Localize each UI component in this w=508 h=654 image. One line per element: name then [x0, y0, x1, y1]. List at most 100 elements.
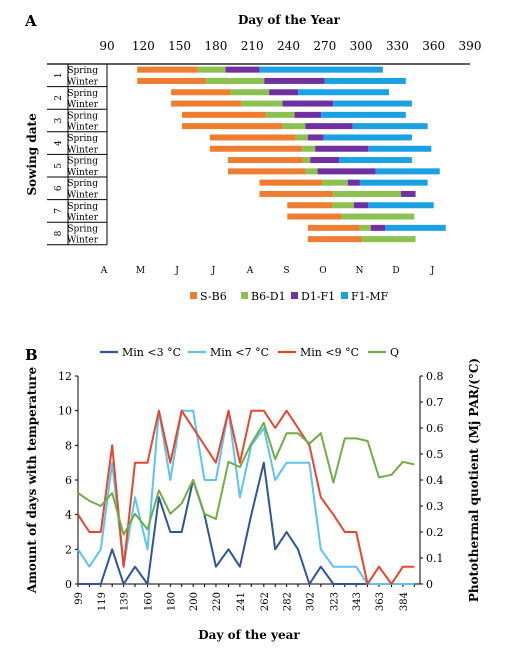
gantt-bar-b6-d1 — [332, 202, 354, 209]
gantt-x-tick-label: 90 — [99, 39, 114, 53]
gantt-bar-s-b6 — [171, 89, 231, 96]
line-chart: 0 2 4 6 8 10 12 0 0.1 0.2 0.3 0.4 0.5 0.6 0.7 0.8 99 119 1… — [25, 358, 481, 642]
x-tick-label: 160 — [144, 592, 155, 611]
gantt-bar-s-b6 — [182, 123, 283, 130]
gantt-month-label: S — [283, 266, 289, 276]
gantt-bar-b6-d1 — [265, 111, 295, 118]
gantt-bar-b6-d1 — [230, 89, 270, 96]
x-tick-label: 302 — [305, 592, 316, 611]
gantt-row-label: Spring — [67, 89, 98, 99]
gantt-month-label: D — [392, 266, 399, 276]
x-tick-label: 220 — [212, 592, 223, 611]
y2-tick-label: 0 — [426, 578, 433, 591]
gantt-month-label: J — [211, 266, 216, 276]
line-legend: Min <3 °C Min <7 °C Min <9 °C Q — [100, 346, 399, 359]
x-axis-title: Day of the year — [198, 628, 300, 642]
gantt-group-label: 8 — [54, 230, 64, 236]
gantt-row-label: Winter — [67, 190, 99, 200]
gantt-bar-b6-d1 — [241, 100, 283, 107]
gantt-bar-s-b6 — [307, 236, 363, 243]
gantt-bar-f1-mf — [333, 100, 412, 107]
gantt-bar-b6-d1 — [295, 134, 308, 141]
x-tick-label: 343 — [352, 592, 363, 611]
gantt-group-label: 7 — [54, 208, 64, 214]
y2-tick-label: 0.5 — [426, 448, 444, 461]
legend-label: F1-MF — [351, 290, 389, 303]
gantt-bar-f1-mf — [352, 123, 428, 130]
gantt-bar-s-b6 — [137, 66, 198, 73]
legend-label: Min <7 °C — [210, 346, 269, 359]
x-tick-label: 99 — [74, 592, 85, 605]
legend-label: S-B6 — [200, 290, 227, 303]
gantt-row-label: Winter — [67, 100, 99, 110]
legend-label: B6-D1 — [251, 290, 286, 303]
gantt-bar-s-b6 — [259, 190, 334, 197]
gantt-bar-d1-f1 — [370, 224, 386, 231]
legend-swatch-b6-d1 — [241, 292, 248, 299]
gantt-bar-b6-d1 — [303, 157, 311, 164]
gantt-bar-f1-mf — [298, 89, 389, 96]
gantt-bar-d1-f1 — [401, 190, 416, 197]
gantt-group-label: 5 — [54, 163, 64, 169]
y-tick-label: 10 — [58, 405, 72, 418]
gantt-bar-b6-d1 — [282, 123, 306, 130]
gantt-bar-b6-d1 — [301, 145, 316, 152]
gantt-bar-d1-f1 — [307, 134, 324, 141]
x-tick-label: 180 — [166, 592, 177, 611]
gantt-row-label: Winter — [67, 145, 99, 155]
gantt-bar-f1-mf — [339, 157, 412, 164]
y2-tick-label: 0.8 — [426, 370, 444, 383]
gantt-group-label: 4 — [54, 140, 64, 146]
gantt-bar-b6-d1 — [333, 190, 402, 197]
gantt-x-tick-label: 270 — [313, 39, 336, 53]
gantt-month-label: O — [319, 266, 326, 276]
gantt-bar-b6-d1 — [206, 77, 265, 84]
gantt-bar-b6-d1 — [359, 224, 371, 231]
gantt-bar-b6-d1 — [362, 236, 416, 243]
gantt-row-label: Spring — [67, 224, 98, 234]
gantt-y-axis-title: Sowing date — [25, 113, 39, 196]
gantt-bar-d1-f1 — [282, 100, 334, 107]
x-tick-label: 323 — [329, 592, 340, 611]
gantt-row-label: Spring — [67, 134, 98, 144]
gantt-bar-s-b6 — [287, 213, 342, 220]
gantt-x-tick-label: 240 — [277, 39, 300, 53]
x-tick-label: 139 — [120, 592, 131, 611]
gantt-x-tick-label: 180 — [204, 39, 227, 53]
gantt-bar-d1-f1 — [310, 157, 340, 164]
gantt-bar-b6-d1 — [322, 179, 348, 186]
x-tick-label: 241 — [236, 592, 247, 611]
y2-tick-label: 0.7 — [426, 396, 444, 409]
legend-label: Min <3 °C — [122, 346, 181, 359]
gantt-bar-s-b6 — [209, 134, 296, 141]
y-tick-label: 6 — [65, 474, 72, 487]
gantt-bar-d1-f1 — [294, 111, 322, 118]
gantt-bar-f1-mf — [359, 179, 428, 186]
gantt-bar-d1-f1 — [347, 179, 360, 186]
gantt-month-label: J — [430, 266, 435, 276]
gantt-bar-f1-mf — [368, 202, 434, 209]
gantt-x-tick-label: 150 — [168, 39, 191, 53]
x-tick-label: 262 — [260, 592, 271, 611]
gantt-x-tick-label: 360 — [422, 39, 445, 53]
gantt-bar-d1-f1 — [264, 77, 325, 84]
gantt-bar-d1-f1 — [315, 145, 369, 152]
y-tick-label: 8 — [65, 439, 72, 452]
gantt-row-label: Spring — [67, 111, 98, 121]
gantt-bar-f1-mf — [324, 77, 406, 84]
x-tick-label: 282 — [283, 592, 294, 611]
gantt-bar-s-b6 — [182, 111, 266, 118]
gantt-month-label: M — [136, 266, 145, 276]
gantt-group-label: 6 — [54, 185, 64, 191]
gantt-x-tick-label: 300 — [350, 39, 373, 53]
panel-a-label: A — [24, 12, 37, 30]
gantt-bar-f1-mf — [323, 134, 412, 141]
gantt-bar-d1-f1 — [305, 123, 353, 130]
y2-axis-title: Photothermal quotient (Mj PAR/(°C) — [467, 358, 481, 602]
gantt-bar-f1-mf — [259, 66, 383, 73]
gantt-row-label: Spring — [67, 66, 98, 76]
gantt-row-label: Winter — [67, 123, 99, 133]
y2-tick-label: 0.1 — [426, 552, 444, 565]
